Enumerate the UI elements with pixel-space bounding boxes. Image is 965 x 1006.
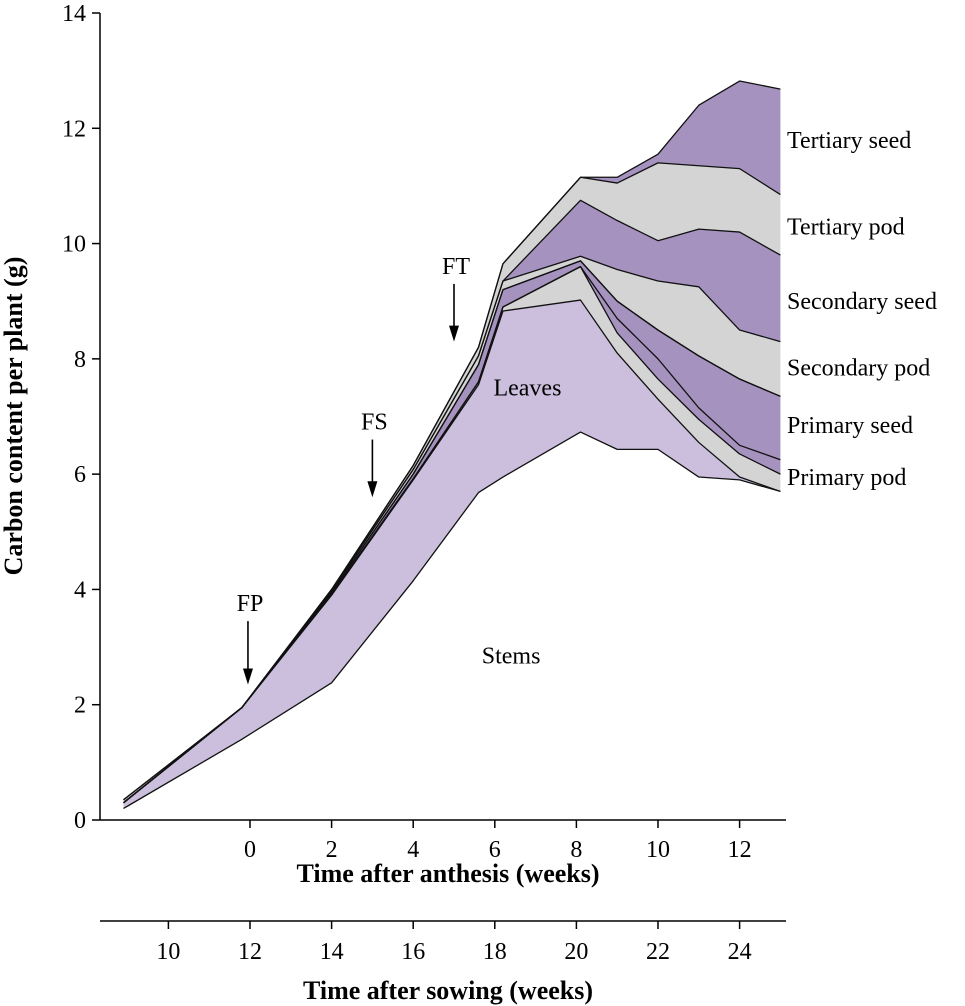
y-tick-label: 4 (74, 577, 86, 603)
area-tertiary-seed (123, 81, 781, 800)
y-tick-label: 2 (74, 693, 86, 719)
area-tertiary-pod (123, 162, 781, 803)
x-tick-label-anthesis: 0 (244, 837, 256, 863)
x-tick-label-sowing: 16 (401, 939, 425, 965)
fs-arrow-head (367, 481, 378, 498)
y-tick-label: 10 (62, 232, 86, 258)
legend: Tertiary seed Tertiary pod Secondary seed S… (787, 128, 937, 491)
x-tick-label-sowing: 20 (564, 939, 588, 965)
region-label-leaves: Leaves (493, 376, 561, 402)
area-leaves (123, 300, 781, 809)
x-tick-label-anthesis: 6 (489, 837, 501, 863)
legend-primary-pod: Primary pod (787, 465, 906, 491)
x-tick-label-sowing: 24 (728, 939, 752, 965)
x-tick-label-sowing: 22 (646, 939, 670, 965)
x-tick-label-anthesis: 4 (407, 837, 419, 863)
legend-tertiary-seed: Tertiary seed (787, 128, 911, 154)
x-tick-label-sowing: 14 (320, 939, 344, 965)
ft-label: FT (442, 254, 470, 280)
y-tick-label: 0 (74, 808, 86, 834)
legend-secondary-pod: Secondary pod (787, 356, 930, 382)
y-tick-label: 14 (62, 1, 86, 27)
y-tick-label: 12 (62, 116, 86, 142)
boundary-primary-seed (123, 265, 781, 804)
fs-label: FS (361, 410, 388, 436)
y-tick-label: 6 (74, 462, 86, 488)
x-axis-title-anthesis: Time after anthesis (weeks) (296, 859, 599, 888)
legend-tertiary-pod: Tertiary pod (787, 214, 905, 240)
fp-label: FP (237, 591, 264, 617)
x-tick-label-anthesis: 10 (646, 837, 670, 863)
boundary-stems (123, 431, 781, 810)
legend-primary-seed: Primary seed (787, 413, 913, 439)
x-tick-label-sowing: 10 (156, 939, 180, 965)
y-axis-title: Carbon content per plant (g) (0, 257, 28, 576)
x-tick-label-sowing: 12 (238, 939, 262, 965)
ft-arrow-head (449, 325, 459, 342)
boundary-top-tertiary-seed (123, 80, 781, 801)
region-label-stems: Stems (482, 644, 541, 670)
x-tick-label-anthesis: 8 (570, 837, 582, 863)
x-tick-label-sowing: 18 (483, 939, 507, 965)
area-secondary-pod (123, 256, 781, 803)
boundary-lines (123, 80, 781, 810)
boundary-secondary-seed (123, 260, 781, 804)
legend-secondary-seed: Secondary seed (787, 289, 937, 315)
fp-arrow-head (242, 668, 253, 685)
area-layers (123, 81, 781, 809)
x-tick-label-anthesis: 12 (728, 837, 752, 863)
y-tick-label: 8 (74, 347, 86, 373)
annotations: FP FS FT Leaves Stems (237, 254, 561, 685)
x-tick-label-anthesis: 2 (326, 837, 338, 863)
x-axis-title-sowing: Time after sowing (weeks) (303, 976, 593, 1005)
area-secondary-seed (123, 200, 781, 803)
